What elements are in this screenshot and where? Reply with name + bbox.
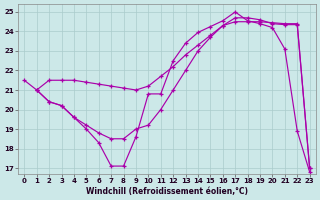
X-axis label: Windchill (Refroidissement éolien,°C): Windchill (Refroidissement éolien,°C) <box>86 187 248 196</box>
